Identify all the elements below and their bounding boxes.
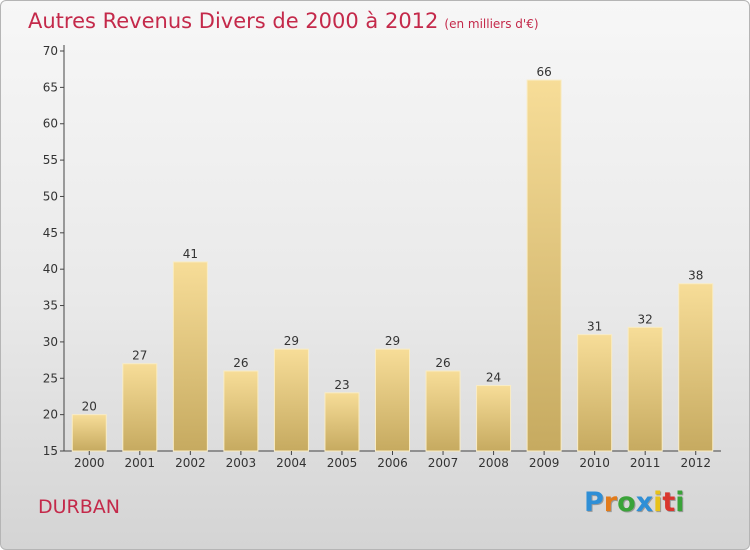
bar [172,261,208,452]
bar [273,348,309,452]
bar-value-label: 26 [435,356,450,370]
x-tick-label: 2010 [579,456,610,470]
bar [223,370,259,452]
bar-value-label: 29 [385,334,400,348]
bar-value-label: 41 [183,247,198,261]
x-tick-label: 2007 [428,456,459,470]
x-tick-label: 2000 [74,456,105,470]
y-tick-label: 35 [43,299,58,313]
y-tick-label: 55 [43,153,58,167]
bar [71,414,107,452]
x-tick-label: 2012 [680,456,711,470]
logo-letter: r [603,487,618,518]
bar-value-label: 24 [486,371,501,385]
x-tick-label: 2006 [377,456,408,470]
logo-letter: t [662,487,676,518]
y-tick-label: 60 [43,117,58,131]
x-tick-label: 2008 [478,456,509,470]
bar-value-label: 38 [688,269,703,283]
bar-value-label: 27 [132,349,147,363]
y-tick-label: 50 [43,189,58,203]
logo-letter: i [675,487,685,518]
x-tick-label: 2011 [630,456,661,470]
bar-value-label: 26 [233,356,248,370]
bar-value-label: 32 [638,312,653,326]
commune-name: DURBAN [38,496,120,518]
bar [526,79,562,452]
proxiti-logo[interactable]: Proxiti [584,487,685,518]
bar-value-label: 20 [82,400,97,414]
x-tick-label: 2003 [226,456,257,470]
x-tick-label: 2002 [175,456,206,470]
y-tick-label: 25 [43,371,58,385]
y-tick-label: 15 [43,444,58,458]
bar-value-label: 66 [536,65,551,79]
bar [678,283,714,452]
bar [425,370,461,452]
x-tick-label: 2005 [327,456,358,470]
logo-letter: x [635,487,654,518]
chart-subtitle: (en milliers d'€) [444,17,539,31]
y-tick-label: 40 [43,262,58,276]
y-tick-label: 70 [43,44,58,58]
y-tick-label: 45 [43,226,58,240]
bar [122,363,158,452]
chart-title: Autres Revenus Divers de 2000 à 2012 [28,9,439,33]
x-tick-label: 2001 [125,456,156,470]
y-tick-label: 65 [43,80,58,94]
y-tick-label: 20 [43,408,58,422]
bar [577,334,613,452]
bar [375,348,410,452]
logo-letter: i [653,487,663,518]
bar-value-label: 29 [284,334,299,348]
bar-value-label: 23 [334,378,349,392]
x-tick-label: 2004 [276,456,307,470]
bar [324,392,360,452]
x-tick-label: 2009 [529,456,560,470]
chart-title-line: Autres Revenus Divers de 2000 à 2012 (en … [28,9,539,33]
bar [627,326,663,452]
logo-letter: o [617,487,636,518]
bar [476,385,512,452]
logo-letter: P [584,487,604,518]
y-tick-label: 30 [43,335,58,349]
bar-value-label: 31 [587,320,602,334]
